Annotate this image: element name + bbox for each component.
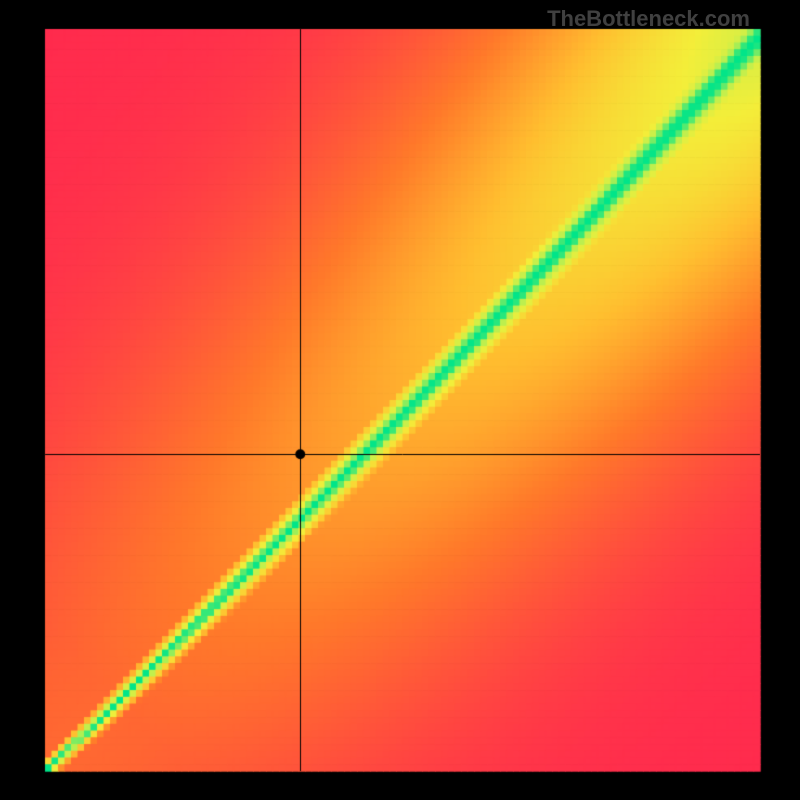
crosshair-overlay (0, 0, 800, 800)
watermark-text: TheBottleneck.com (547, 6, 750, 32)
root: TheBottleneck.com (0, 0, 800, 800)
